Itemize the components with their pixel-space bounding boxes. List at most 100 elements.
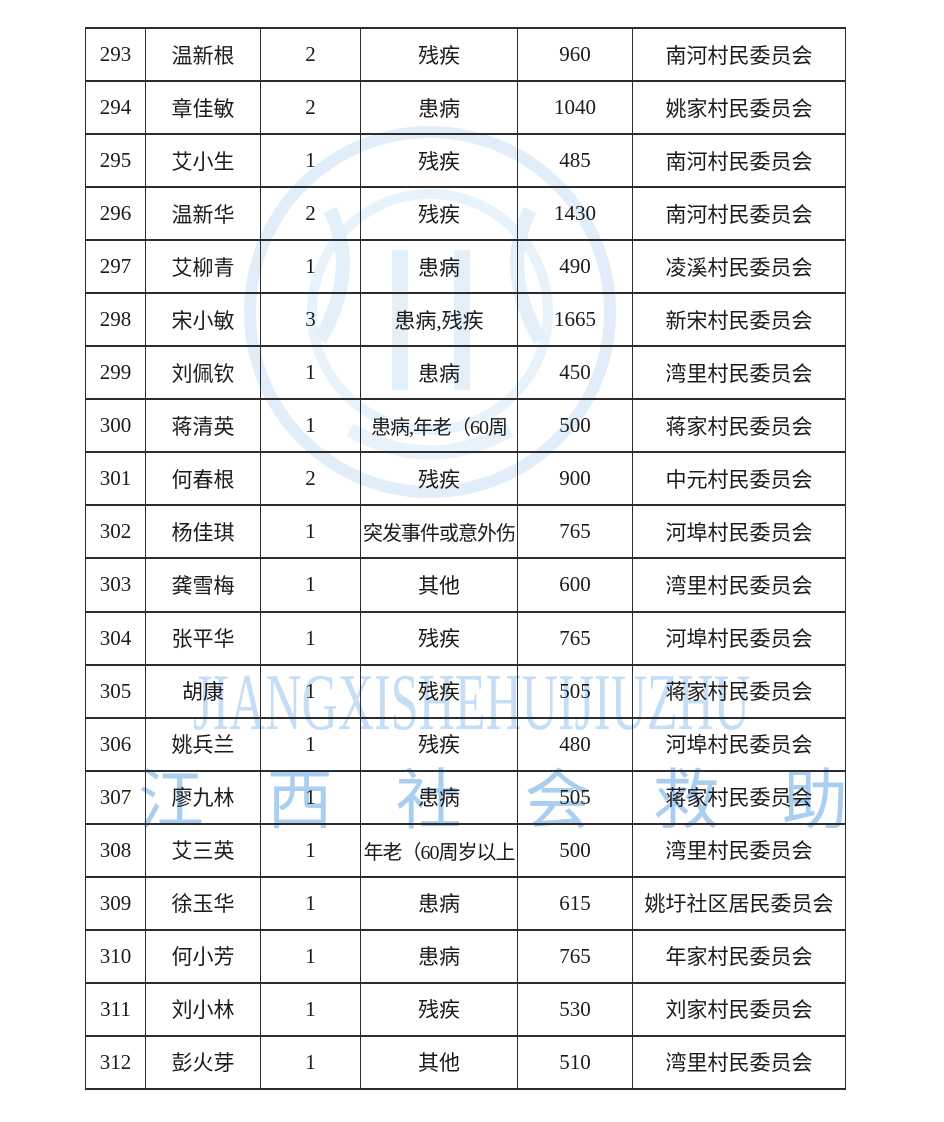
cell-reason: 残疾 <box>360 451 518 507</box>
table-row: 310 何小芳 1 患病 765 年家村民委员会 <box>85 928 846 984</box>
cell-id: 301 <box>85 451 146 507</box>
cell-id: 299 <box>85 345 146 401</box>
cell-name: 何小芳 <box>145 928 261 984</box>
cell-id: 302 <box>85 504 146 560</box>
cell-reason: 患病 <box>360 80 518 136</box>
cell-count: 2 <box>260 80 361 136</box>
cell-id: 298 <box>85 292 146 348</box>
cell-reason: 残疾 <box>360 26 518 83</box>
cell-count: 1 <box>260 716 361 772</box>
cell-count: 2 <box>260 26 361 83</box>
cell-committee: 蒋家村民委员会 <box>632 663 846 719</box>
cell-count: 2 <box>260 186 361 242</box>
cell-amount: 765 <box>517 504 633 560</box>
table-row: 309 徐玉华 1 患病 615 姚圩社区居民委员会 <box>85 875 846 931</box>
cell-count: 1 <box>260 663 361 719</box>
table-row: 298 宋小敏 3 患病,残疾 1665 新宋村民委员会 <box>85 292 846 348</box>
table-row: 311 刘小林 1 残疾 530 刘家村民委员会 <box>85 981 846 1037</box>
cell-committee: 南河村民委员会 <box>632 133 846 189</box>
cell-count: 1 <box>260 557 361 613</box>
cell-id: 304 <box>85 610 146 666</box>
cell-count: 1 <box>260 981 361 1037</box>
cell-count: 1 <box>260 345 361 401</box>
cell-name: 艾小生 <box>145 133 261 189</box>
cell-id: 293 <box>85 26 146 83</box>
cell-id: 297 <box>85 239 146 295</box>
cell-id: 296 <box>85 186 146 242</box>
cell-count: 1 <box>260 769 361 825</box>
cell-count: 1 <box>260 504 361 560</box>
cell-reason: 残疾 <box>360 716 518 772</box>
cell-committee: 凌溪村民委员会 <box>632 239 846 295</box>
table-row: 296 温新华 2 残疾 1430 南河村民委员会 <box>85 186 846 242</box>
cell-name: 姚兵兰 <box>145 716 261 772</box>
table-row: 294 章佳敏 2 患病 1040 姚家村民委员会 <box>85 80 846 136</box>
cell-reason: 患病 <box>360 875 518 931</box>
cell-name: 蒋清英 <box>145 398 261 454</box>
table-row: 303 龚雪梅 1 其他 600 湾里村民委员会 <box>85 557 846 613</box>
cell-id: 300 <box>85 398 146 454</box>
cell-amount: 765 <box>517 928 633 984</box>
table-row: 312 彭火芽 1 其他 510 湾里村民委员会 <box>85 1034 846 1091</box>
cell-amount: 480 <box>517 716 633 772</box>
cell-count: 1 <box>260 239 361 295</box>
cell-count: 1 <box>260 822 361 878</box>
table-row: 300 蒋清英 1 患病,年老（60周 500 蒋家村民委员会 <box>85 398 846 454</box>
cell-committee: 湾里村民委员会 <box>632 557 846 613</box>
cell-count: 1 <box>260 398 361 454</box>
cell-count: 1 <box>260 1034 361 1091</box>
cell-amount: 490 <box>517 239 633 295</box>
table-row: 304 张平华 1 残疾 765 河埠村民委员会 <box>85 610 846 666</box>
table-row: 295 艾小生 1 残疾 485 南河村民委员会 <box>85 133 846 189</box>
cell-count: 1 <box>260 133 361 189</box>
cell-name: 温新华 <box>145 186 261 242</box>
cell-name: 何春根 <box>145 451 261 507</box>
cell-amount: 450 <box>517 345 633 401</box>
cell-id: 295 <box>85 133 146 189</box>
cell-amount: 765 <box>517 610 633 666</box>
table-row: 297 艾柳青 1 患病 490 凌溪村民委员会 <box>85 239 846 295</box>
cell-id: 311 <box>85 981 146 1037</box>
cell-reason: 残疾 <box>360 610 518 666</box>
cell-name: 胡康 <box>145 663 261 719</box>
cell-name: 艾柳青 <box>145 239 261 295</box>
cell-amount: 1430 <box>517 186 633 242</box>
cell-name: 张平华 <box>145 610 261 666</box>
table-row: 302 杨佳琪 1 突发事件或意外伤 765 河埠村民委员会 <box>85 504 846 560</box>
assistance-roster-table: 293 温新根 2 残疾 960 南河村民委员会 294 章佳敏 2 患病 1040 姚家村民委员会 2… <box>85 26 846 1091</box>
roster-table-body: 293 温新根 2 残疾 960 南河村民委员会 294 章佳敏 2 患病 1040 姚家村民委员会 2… <box>85 26 846 1091</box>
cell-reason: 残疾 <box>360 133 518 189</box>
cell-reason: 患病,残疾 <box>360 292 518 348</box>
cell-reason: 残疾 <box>360 663 518 719</box>
cell-amount: 900 <box>517 451 633 507</box>
table-row: 306 姚兵兰 1 残疾 480 河埠村民委员会 <box>85 716 846 772</box>
cell-id: 306 <box>85 716 146 772</box>
cell-name: 徐玉华 <box>145 875 261 931</box>
cell-reason: 患病,年老（60周 <box>360 398 518 454</box>
cell-reason: 残疾 <box>360 981 518 1037</box>
cell-name: 廖九林 <box>145 769 261 825</box>
cell-committee: 新宋村民委员会 <box>632 292 846 348</box>
cell-amount: 1665 <box>517 292 633 348</box>
cell-name: 龚雪梅 <box>145 557 261 613</box>
table-row: 305 胡康 1 残疾 505 蒋家村民委员会 <box>85 663 846 719</box>
cell-id: 305 <box>85 663 146 719</box>
cell-name: 章佳敏 <box>145 80 261 136</box>
cell-name: 彭火芽 <box>145 1034 261 1091</box>
cell-amount: 510 <box>517 1034 633 1091</box>
cell-committee: 刘家村民委员会 <box>632 981 846 1037</box>
cell-id: 303 <box>85 557 146 613</box>
cell-committee: 河埠村民委员会 <box>632 610 846 666</box>
cell-amount: 600 <box>517 557 633 613</box>
cell-committee: 中元村民委员会 <box>632 451 846 507</box>
cell-name: 宋小敏 <box>145 292 261 348</box>
cell-reason: 患病 <box>360 239 518 295</box>
cell-amount: 960 <box>517 26 633 83</box>
cell-committee: 湾里村民委员会 <box>632 345 846 401</box>
cell-amount: 500 <box>517 398 633 454</box>
table-row: 308 艾三英 1 年老（60周岁以上 500 湾里村民委员会 <box>85 822 846 878</box>
cell-count: 1 <box>260 875 361 931</box>
cell-reason: 突发事件或意外伤 <box>360 504 518 560</box>
cell-id: 312 <box>85 1034 146 1091</box>
